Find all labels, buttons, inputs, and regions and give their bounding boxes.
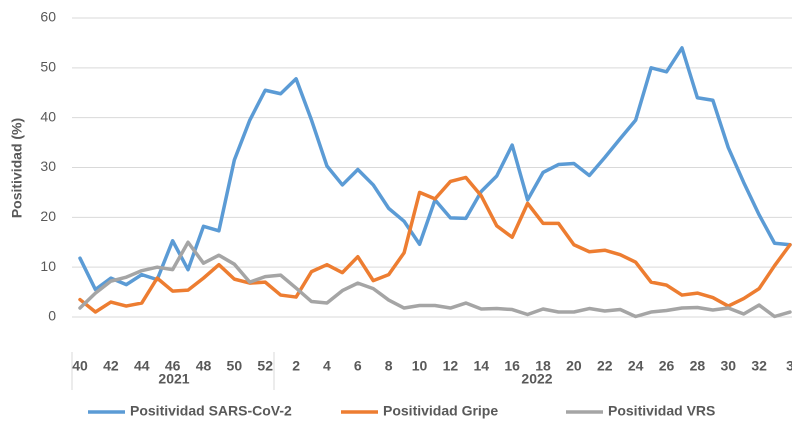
x-tick-label: 28 xyxy=(690,358,706,374)
y-tick-label: 60 xyxy=(40,9,56,25)
y-tick-label: 40 xyxy=(40,108,56,124)
x-tick-label: 16 xyxy=(504,358,520,374)
x-tick-label: 50 xyxy=(227,358,243,374)
x-tick-label: 12 xyxy=(443,358,459,374)
x-tick-label: 8 xyxy=(385,358,393,374)
x-tick-label: 22 xyxy=(597,358,613,374)
legend-label: Positividad Gripe xyxy=(383,403,498,419)
series-line xyxy=(78,175,792,314)
x-tick-label: 2 xyxy=(292,358,300,374)
x-tick-label: 48 xyxy=(196,358,212,374)
x-tick-label: 40 xyxy=(72,358,88,374)
series-line xyxy=(78,46,792,292)
x-tick-label: 6 xyxy=(354,358,362,374)
legend-label: Positividad VRS xyxy=(608,403,715,419)
year-label: 2022 xyxy=(521,371,552,387)
x-tick-label: 24 xyxy=(628,358,644,374)
y-axis-title: Positividad (%) xyxy=(9,118,25,218)
x-tick-label: 18 xyxy=(535,358,551,374)
y-tick-label: 0 xyxy=(48,308,56,324)
x-tick-label: 30 xyxy=(720,358,736,374)
x-tick-label: 46 xyxy=(165,358,181,374)
x-tick-label: 26 xyxy=(659,358,675,374)
x-tick-label: 32 xyxy=(751,358,767,374)
x-tick-label: 10 xyxy=(412,358,428,374)
legend-label: Positividad SARS-CoV-2 xyxy=(130,403,292,419)
y-tick-label: 20 xyxy=(40,208,56,224)
series-line xyxy=(78,240,792,319)
x-tick-label: 42 xyxy=(103,358,119,374)
y-tick-label: 50 xyxy=(40,59,56,75)
x-tick-label: 4 xyxy=(323,358,331,374)
x-tick-label: 44 xyxy=(134,358,150,374)
x-tick-label: 20 xyxy=(566,358,582,374)
year-label: 2021 xyxy=(158,371,189,387)
x-tick-label: 14 xyxy=(474,358,490,374)
y-tick-label: 10 xyxy=(40,258,56,274)
x-tick-label: 3 xyxy=(786,358,792,374)
x-tick-label: 52 xyxy=(257,358,273,374)
y-tick-label: 30 xyxy=(40,158,56,174)
